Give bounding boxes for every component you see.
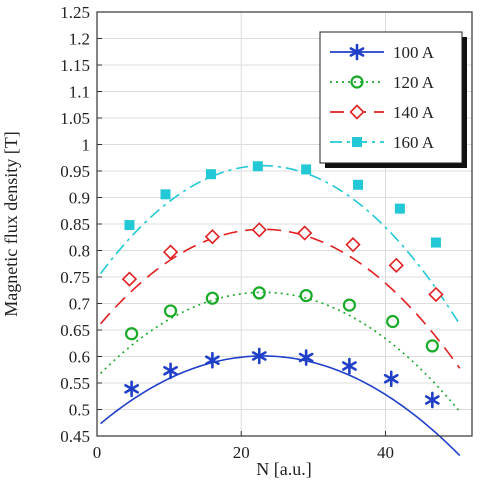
series-0-point [124, 380, 139, 398]
series-3-point [301, 164, 312, 175]
y-tick-label: 0.7 [69, 295, 91, 314]
series-0-point [424, 391, 440, 409]
legend-marker [350, 75, 364, 89]
y-tick-label: 0.65 [60, 321, 90, 340]
series-2-point [204, 229, 221, 245]
y-tick-label: 1.15 [60, 56, 90, 75]
y-tick-label: 0.45 [60, 427, 90, 446]
series-0-point [205, 351, 220, 369]
legend-label: 140 A [393, 103, 435, 122]
y-tick-label: 1.1 [69, 83, 90, 102]
y-tick-label: 0.9 [69, 189, 90, 208]
y-tick-label: 1 [82, 136, 91, 155]
y-tick-labels: 0.45 0.5 0.55 0.6 0.65 0.7 0.75 0.8 0.85 0.9 0.95 1… [60, 3, 90, 446]
y-tick-label: 0.5 [69, 401, 90, 420]
series-2-point [121, 271, 138, 287]
series-0-point [383, 370, 399, 388]
series-1-point [342, 298, 357, 312]
series-0-point [163, 362, 178, 380]
legend: 100 A 120 A 140 A 160 A [319, 31, 467, 168]
legend-entry: 140 A [330, 103, 435, 122]
legend-entry: 160 A [330, 133, 435, 152]
series-1-point [205, 291, 219, 305]
y-tick-label: 0.75 [60, 268, 90, 287]
series-1-point [252, 286, 266, 300]
y-tick-label: 1.25 [60, 3, 90, 22]
legend-entry: 120 A [330, 73, 435, 92]
y-tick-label: 0.95 [60, 162, 90, 181]
y-tick-label: 1.05 [60, 109, 90, 128]
series-0-curve [100, 355, 461, 457]
series-1-point [425, 339, 439, 353]
series-2-point [388, 257, 404, 273]
x-tick-label: 20 [233, 443, 250, 462]
x-tick-label: 0 [93, 443, 102, 462]
x-tick-labels: 0 20 40 [93, 443, 394, 462]
legend-entries: 100 A 120 A 140 A 160 A [330, 43, 435, 152]
series-3-point [394, 203, 405, 214]
series-2-curve [100, 228, 461, 369]
series-2-point [297, 225, 313, 241]
y-tick-label: 0.55 [60, 374, 90, 393]
series-2-point [251, 222, 267, 238]
series-2-point [428, 286, 444, 303]
series-0-point [298, 349, 314, 366]
series-3-point [124, 220, 135, 231]
y-axis-label: Magnetic flux density [T] [1, 131, 21, 316]
series-1-point [163, 304, 178, 318]
series-3-point [160, 189, 171, 200]
y-tick-label: 0.8 [69, 242, 90, 261]
x-tick-label: 40 [377, 443, 394, 462]
series-3-point [252, 161, 263, 172]
series-3-curve [99, 164, 461, 325]
legend-label: 120 A [393, 73, 435, 92]
legend-label: 160 A [393, 133, 435, 152]
series-markers [121, 161, 444, 409]
legend-marker [352, 137, 362, 147]
series-2-point [345, 237, 361, 253]
series-0-point [251, 347, 267, 365]
series-2-point [162, 244, 179, 260]
legend-marker [349, 43, 365, 61]
legend-marker [349, 104, 365, 120]
series-0-point [342, 357, 357, 375]
x-axis-label: N [a.u.] [256, 459, 311, 479]
series-3-point [430, 237, 441, 248]
legend-entry: 100 A [330, 43, 435, 62]
series-1-point [299, 288, 313, 303]
series-3-point [353, 179, 364, 190]
y-tick-label: 0.6 [69, 348, 90, 367]
y-tick-label: 0.85 [60, 215, 90, 234]
series-3-point [205, 169, 216, 180]
series-1-point [125, 327, 139, 341]
y-tick-label: 1.2 [69, 30, 90, 49]
series-curves [99, 164, 461, 457]
plot-frame [96, 11, 473, 437]
legend-label: 100 A [393, 43, 435, 62]
series-1-point [386, 314, 400, 329]
legend-box [319, 31, 463, 164]
